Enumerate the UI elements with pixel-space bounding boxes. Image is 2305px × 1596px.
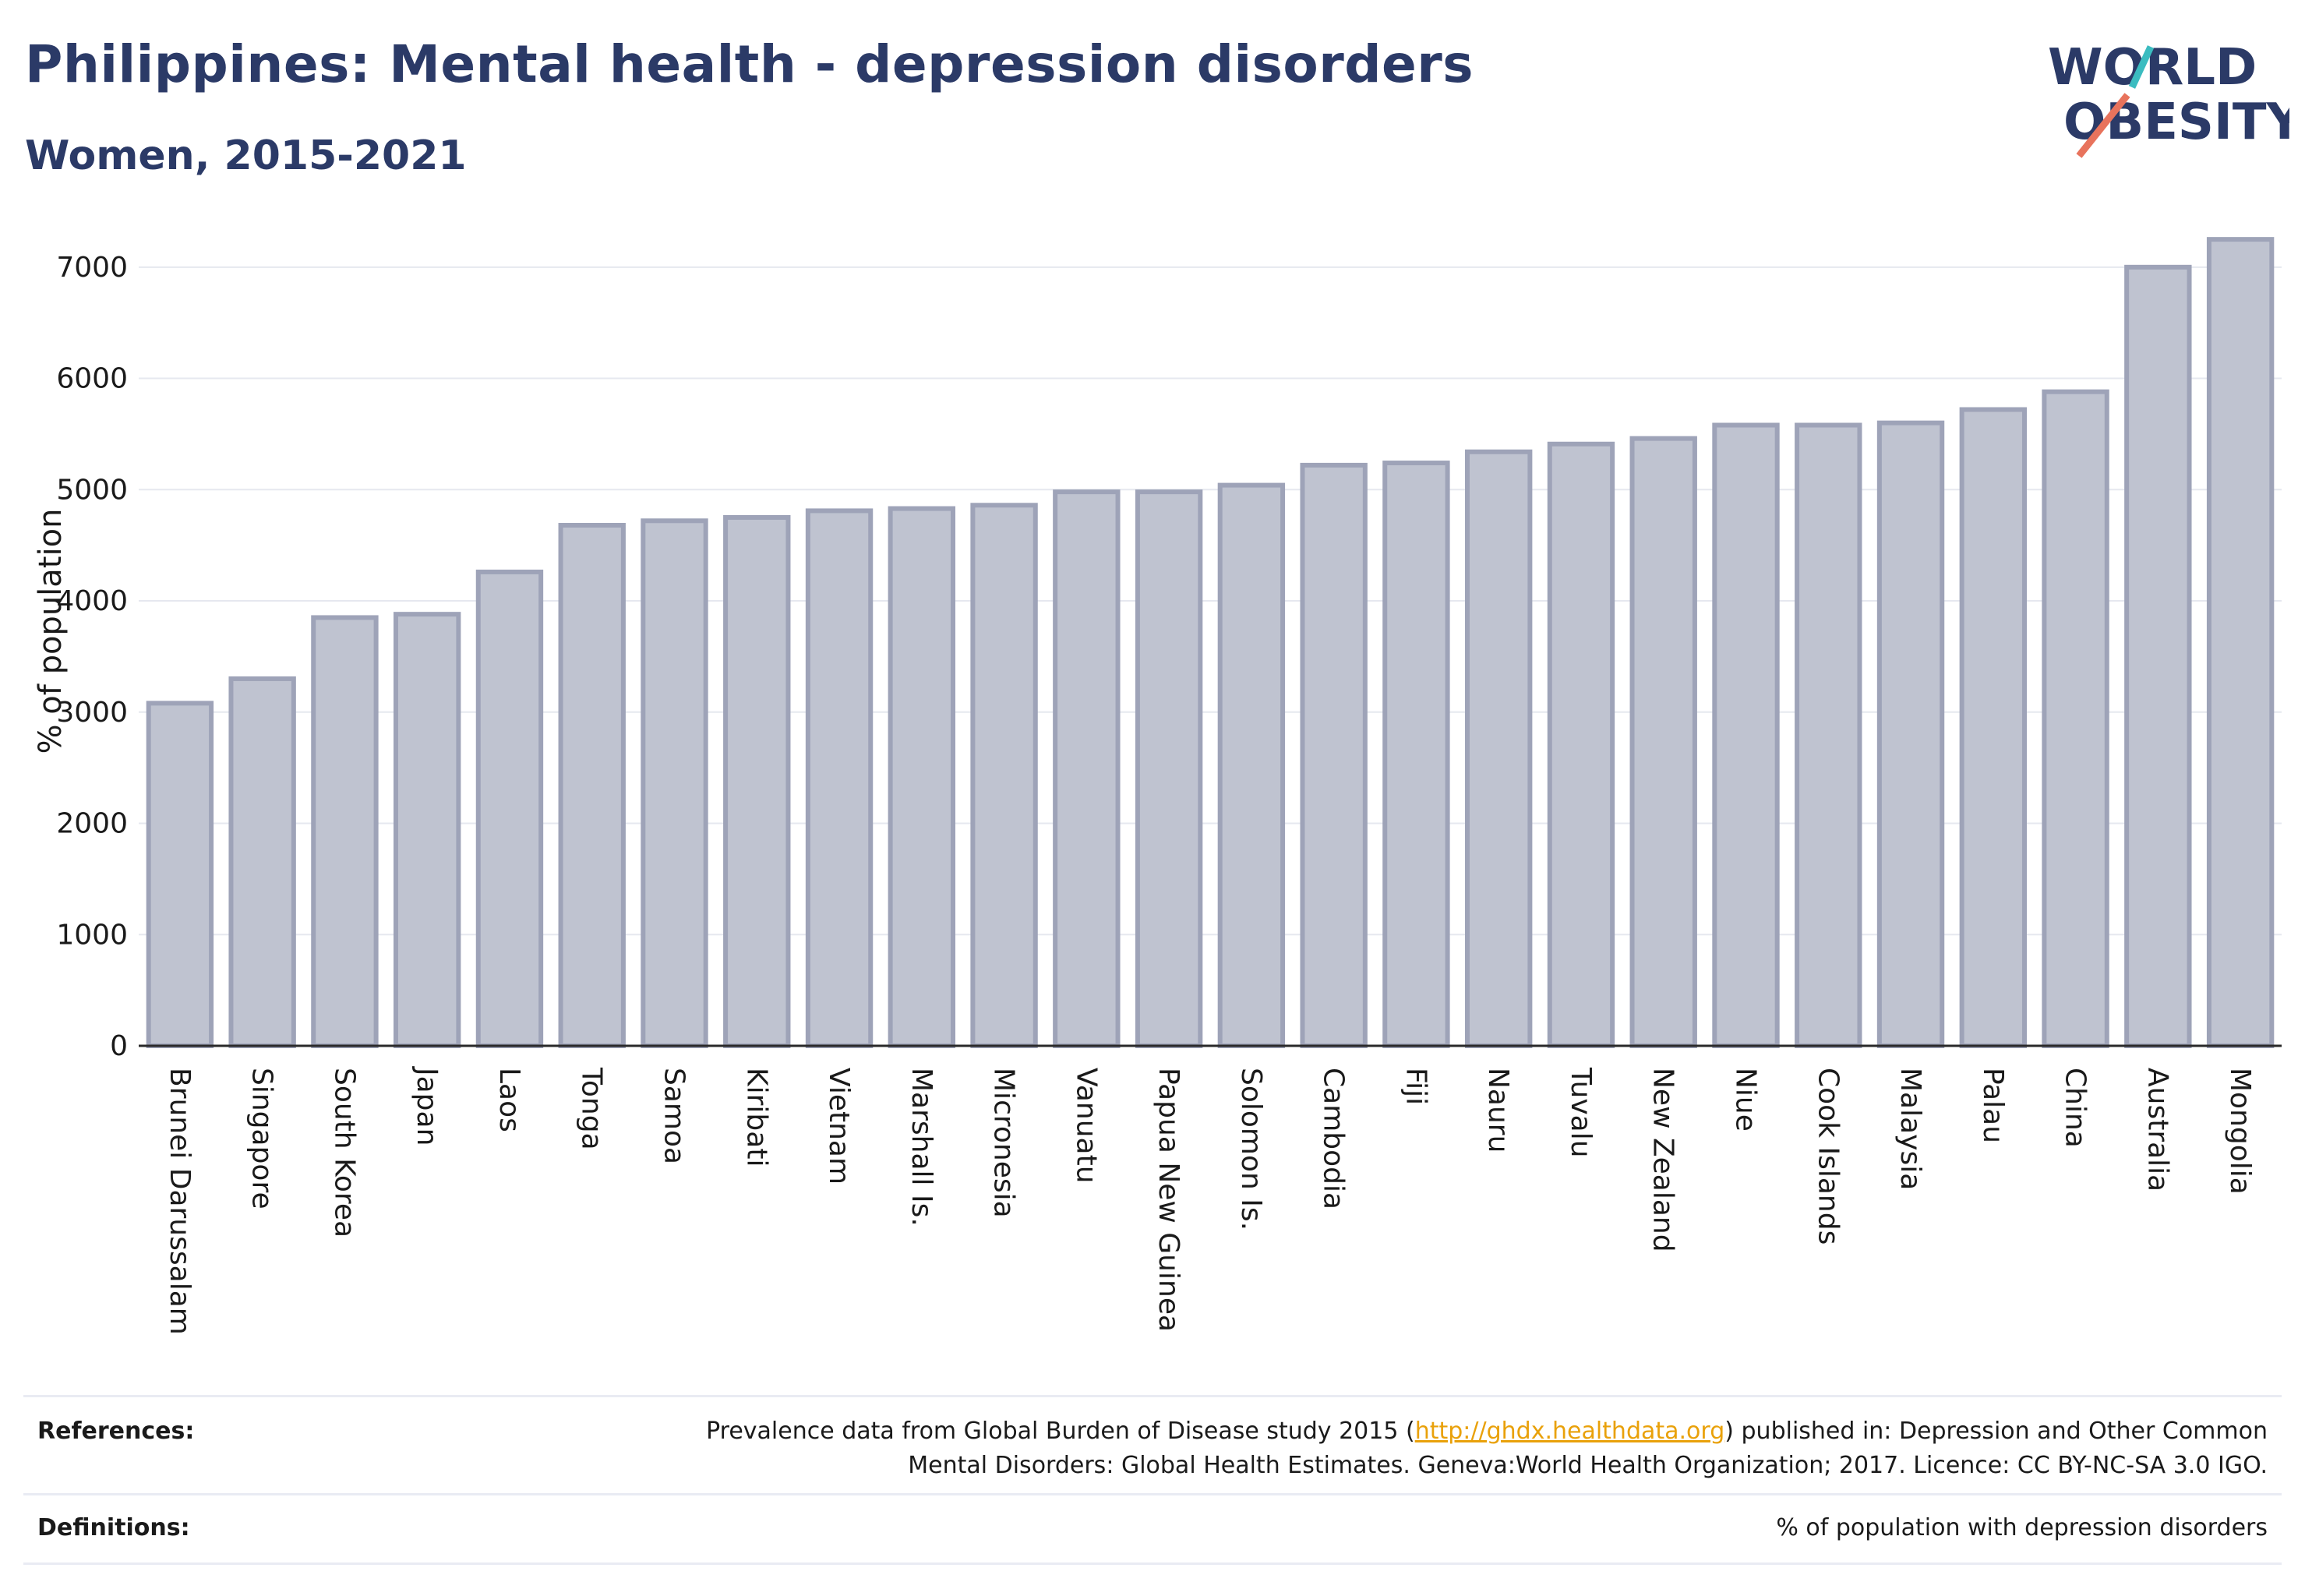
x-tick-label: China: [2060, 1068, 2091, 1148]
bar: [1217, 482, 1286, 1048]
bar: [1382, 461, 1450, 1048]
x-tick-label: Kiribati: [740, 1068, 772, 1167]
y-tick-label: 7000: [56, 252, 128, 284]
x-tick-label: Nauru: [1482, 1068, 1514, 1153]
bar-chart: 0 1000 2000 3000 4000 5000 6000 7000 Brunei Daru…: [33, 237, 2282, 1335]
y-tick-label: 0: [110, 1030, 128, 1062]
bar: [1547, 441, 1615, 1048]
definitions-text: % of population with depression disorder…: [1776, 1514, 2268, 1541]
bar: [1959, 407, 2028, 1048]
page-title: Philippines: Mental health - depression …: [25, 34, 1474, 94]
bar: [2206, 237, 2275, 1049]
x-tick-label: Palau: [1977, 1068, 2009, 1143]
bar: [1795, 422, 1862, 1048]
world-obesity-logo: WORLD OBESITY: [2048, 39, 2289, 158]
logo-teal-stroke: [2128, 45, 2155, 89]
x-tick-label: New Zealand: [1647, 1068, 1679, 1252]
bar: [1135, 489, 1203, 1048]
definitions-label: Definitions:: [37, 1514, 190, 1541]
bar: [558, 522, 626, 1048]
x-tick-label: Brunei Darussalam: [164, 1068, 196, 1335]
references-post: ) published in: Depression and Other Com…: [1724, 1418, 2268, 1445]
x-tick-label: Cambodia: [1318, 1068, 1350, 1209]
y-tick-label: 5000: [56, 474, 128, 506]
bar: [723, 514, 791, 1048]
x-tick-label: Marshall Is.: [905, 1068, 937, 1227]
x-tick-label: Vietnam: [823, 1068, 855, 1185]
y-axis-label: % of population: [33, 509, 69, 754]
bar: [228, 676, 296, 1049]
x-tick-label: Samoa: [658, 1068, 690, 1164]
y-tick-label: 6000: [56, 363, 128, 395]
x-tick-label: Australia: [2141, 1068, 2173, 1192]
x-tick-label: Singapore: [246, 1068, 278, 1209]
x-tick-label: Fiji: [1400, 1068, 1431, 1105]
y-tick-label: 3000: [56, 697, 128, 729]
bar: [1629, 436, 1697, 1048]
y-tick-label: 4000: [56, 585, 128, 617]
x-tick-label: Mongolia: [2224, 1068, 2256, 1195]
references-row: References: Prevalence data from Global …: [23, 1395, 2282, 1495]
bar: [2042, 389, 2109, 1048]
x-tick-label: Papua New Guinea: [1152, 1068, 1184, 1332]
x-tick-label: Vanuatu: [1070, 1068, 1102, 1184]
bar: [888, 506, 955, 1048]
references-link[interactable]: http://ghdx.healthdata.org: [1414, 1418, 1725, 1445]
bars: [146, 237, 2275, 1049]
bar: [394, 612, 461, 1048]
bar: [475, 569, 544, 1048]
x-tick-label: Cook Islands: [1812, 1068, 1844, 1245]
footer: References: Prevalence data from Global …: [23, 1395, 2282, 1574]
bar: [311, 615, 379, 1048]
bar: [970, 503, 1038, 1048]
definitions-row: Definitions: % of population with depres…: [23, 1493, 2282, 1565]
x-tick-label: South Korea: [328, 1068, 360, 1238]
references-label: References:: [37, 1418, 195, 1445]
bar: [1053, 489, 1121, 1048]
bar: [641, 518, 708, 1048]
x-tick-label: Malaysia: [1894, 1068, 1926, 1190]
x-tick-label: Tonga: [576, 1067, 608, 1150]
y-tick-label: 1000: [56, 919, 128, 951]
references-text: Prevalence data from Global Burden of Di…: [706, 1414, 2268, 1483]
logo-line-2: OBESITY: [2063, 94, 2289, 151]
x-tick-label: Japan: [411, 1066, 443, 1146]
logo-coral-stroke: [2076, 93, 2130, 158]
bar: [1300, 462, 1368, 1048]
x-tick-label: Micronesia: [988, 1068, 1020, 1218]
x-tick-label: Niue: [1730, 1068, 1762, 1132]
bar: [2124, 264, 2192, 1049]
bar: [146, 701, 214, 1048]
x-tick-label: Solomon Is.: [1235, 1068, 1267, 1231]
x-tick-label: Laos: [493, 1068, 525, 1132]
bar: [1465, 449, 1533, 1048]
references-line-2: Mental Disorders: Global Health Estimate…: [908, 1452, 2268, 1479]
y-tick-label: 2000: [56, 808, 128, 840]
bar: [1712, 422, 1780, 1048]
axes: 0 1000 2000 3000 4000 5000 6000 7000 Brunei Daru…: [56, 252, 2282, 1335]
references-pre: Prevalence data from Global Burden of Di…: [706, 1418, 1415, 1445]
bar: [805, 508, 874, 1048]
bar: [1876, 420, 1945, 1048]
x-tick-label: Tuvalu: [1565, 1067, 1597, 1158]
page-subtitle: Women, 2015-2021: [25, 132, 467, 179]
